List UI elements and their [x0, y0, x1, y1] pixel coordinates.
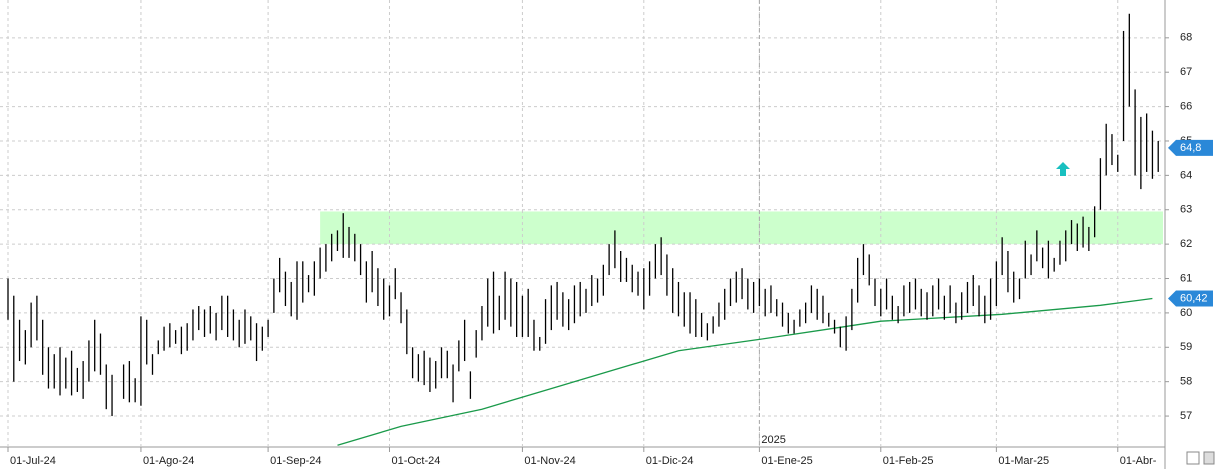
resistance-zone — [320, 211, 1163, 245]
x-tick-label: 01-Mar-25 — [998, 455, 1049, 467]
scroll-icon[interactable] — [1186, 451, 1200, 465]
price-tag — [1168, 290, 1213, 307]
y-tick-label: 62 — [1180, 238, 1192, 250]
x-tick-label: 01-Sep-24 — [270, 455, 321, 467]
y-tick-label: 66 — [1180, 100, 1192, 112]
y-tick-label: 59 — [1180, 341, 1192, 353]
y-tick-label: 57 — [1180, 410, 1192, 422]
moving-average — [337, 297, 1153, 446]
y-tick-label: 60 — [1180, 307, 1192, 319]
year-label: 2025 — [761, 434, 785, 446]
y-tick-label: 61 — [1180, 272, 1192, 284]
signal-arrow — [1056, 162, 1070, 176]
y-tick-label: 68 — [1180, 32, 1192, 44]
x-tick-label: 01-Ene-25 — [761, 455, 812, 467]
x-tick-label: 01-Ago-24 — [143, 455, 194, 467]
x-tick-label: 01-Nov-24 — [524, 455, 575, 467]
y-tick-label: 67 — [1180, 66, 1192, 78]
x-tick-label: 01-Feb-25 — [883, 455, 934, 467]
y-tick-label: 64 — [1180, 169, 1192, 181]
x-tick-label: 01-Dic-24 — [646, 455, 694, 467]
y-tick-label: 58 — [1180, 376, 1192, 388]
y-tick-label: 63 — [1180, 204, 1192, 216]
price-tag-label: 64,8 — [1180, 142, 1201, 154]
scroll-icon[interactable] — [1203, 451, 1215, 465]
price-tag — [1168, 139, 1213, 156]
x-tick-label: 01-Oct-24 — [391, 455, 440, 467]
x-tick-label: 01-Abr- — [1120, 455, 1157, 467]
x-tick-label: 01-Jul-24 — [10, 455, 56, 467]
price-tag-label: 60,42 — [1180, 292, 1208, 304]
